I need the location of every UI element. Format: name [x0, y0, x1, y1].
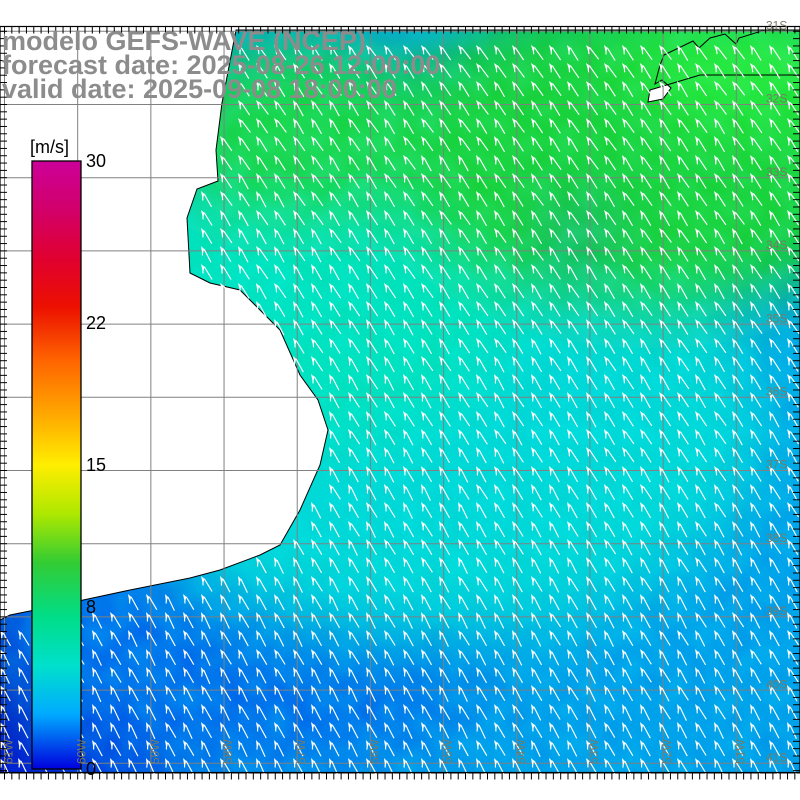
svg-text:52W: 52W	[660, 739, 674, 764]
svg-text:valid date: 2025-09-08 18:00:0: valid date: 2025-09-08 18:00:00	[2, 74, 397, 104]
svg-text:15: 15	[86, 455, 106, 475]
svg-text:32S: 32S	[766, 92, 787, 106]
svg-text:56W: 56W	[367, 739, 381, 764]
svg-text:54W: 54W	[514, 739, 528, 764]
svg-text:30: 30	[86, 151, 106, 171]
svg-text:53W: 53W	[587, 739, 601, 764]
svg-text:34S: 34S	[766, 238, 787, 252]
svg-text:58W: 58W	[221, 739, 235, 764]
svg-text:51W: 51W	[733, 739, 747, 764]
svg-text:55W: 55W	[441, 739, 455, 764]
svg-text:41S: 41S	[766, 751, 787, 765]
svg-text:31S: 31S	[766, 19, 787, 33]
svg-text:61W: 61W	[2, 739, 16, 764]
svg-text:40S: 40S	[766, 677, 787, 691]
svg-text:8: 8	[86, 597, 96, 617]
svg-text:39S: 39S	[766, 604, 787, 618]
svg-text:60W: 60W	[75, 739, 89, 764]
svg-text:22: 22	[86, 313, 106, 333]
svg-text:59W: 59W	[148, 739, 162, 764]
svg-text:57W: 57W	[294, 739, 308, 764]
svg-text:33S: 33S	[766, 165, 787, 179]
svg-text:37S: 37S	[766, 458, 787, 472]
svg-text:35S: 35S	[766, 311, 787, 325]
svg-text:38S: 38S	[766, 531, 787, 545]
svg-text:36S: 36S	[766, 385, 787, 399]
svg-text:[m/s]: [m/s]	[30, 137, 69, 157]
